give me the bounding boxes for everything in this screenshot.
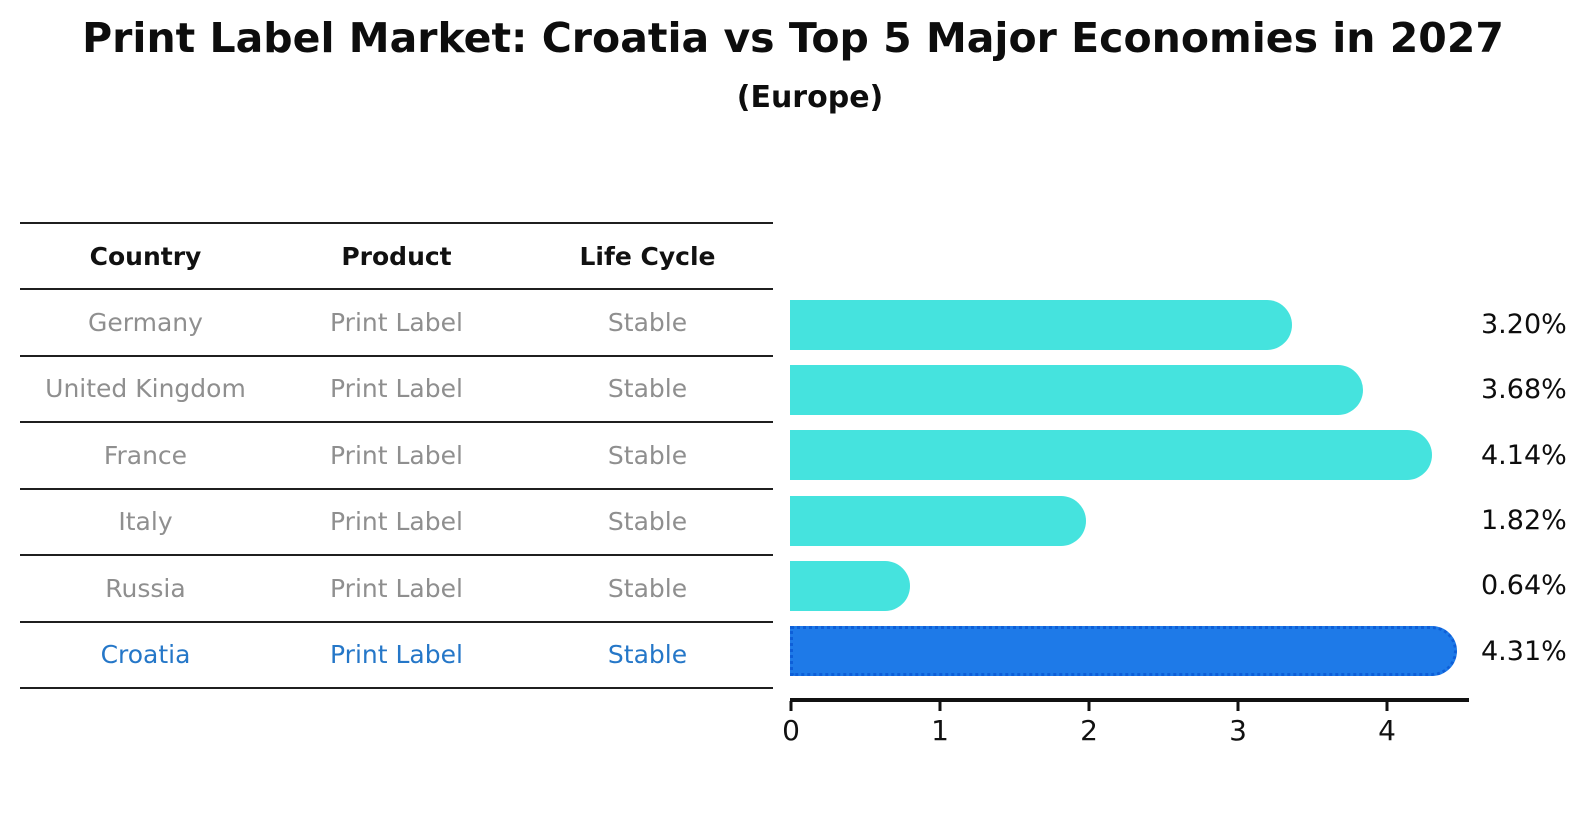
country-cell: France bbox=[103, 440, 188, 470]
table-row: France Print Label Stable bbox=[20, 423, 773, 490]
table-row: Italy Print Label Stable bbox=[20, 490, 773, 556]
page-title: Print Label Market: Croatia vs Top 5 Maj… bbox=[82, 14, 1504, 62]
country-cell: United Kingdom bbox=[45, 374, 246, 404]
bar-value-label: 3.20% bbox=[1481, 309, 1567, 340]
x-tick bbox=[789, 701, 793, 711]
country-table: Country Product Life Cycle Germany Print… bbox=[20, 222, 773, 689]
chart-bar bbox=[790, 560, 911, 611]
life-cycle-cell: Stable bbox=[607, 374, 688, 404]
table-row: Croatia Print Label Stable bbox=[20, 623, 773, 689]
x-tick bbox=[1087, 701, 1091, 711]
x-tick-label: 0 bbox=[782, 714, 800, 747]
bar-value-label: 0.64% bbox=[1481, 570, 1567, 602]
product-cell: Print Label bbox=[330, 573, 463, 603]
x-tick-label: 4 bbox=[1378, 714, 1396, 747]
product-cell: Print Label bbox=[330, 640, 463, 670]
bar-value-label: 4.31% bbox=[1481, 635, 1567, 667]
table-row: Germany Print Label Stable bbox=[20, 290, 773, 357]
chart-bar bbox=[790, 299, 1292, 350]
chart-bar bbox=[790, 364, 1364, 415]
x-tick bbox=[1385, 701, 1389, 711]
chart-bar bbox=[790, 495, 1087, 546]
country-cell: Russia bbox=[105, 573, 186, 603]
life-cycle-cell: Stable bbox=[607, 507, 688, 537]
country-cell: Croatia bbox=[100, 640, 191, 670]
product-cell: Print Label bbox=[330, 307, 463, 337]
country-cell: Italy bbox=[118, 507, 173, 537]
x-tick bbox=[1236, 701, 1240, 711]
column-header-country: Country bbox=[89, 241, 202, 271]
life-cycle-cell: Stable bbox=[607, 640, 688, 670]
country-cell: Germany bbox=[88, 307, 203, 337]
table-row: Russia Print Label Stable bbox=[20, 556, 773, 623]
page-subtitle: (Europe) bbox=[736, 80, 884, 115]
x-tick-label: 2 bbox=[1080, 714, 1098, 747]
life-cycle-cell: Stable bbox=[607, 307, 688, 337]
table-header-row: Country Product Life Cycle bbox=[20, 224, 773, 290]
product-cell: Print Label bbox=[330, 374, 463, 404]
life-cycle-cell: Stable bbox=[607, 440, 688, 470]
x-tick bbox=[938, 701, 942, 711]
life-cycle-cell: Stable bbox=[607, 573, 688, 603]
x-axis-line bbox=[790, 698, 1469, 702]
product-cell: Print Label bbox=[330, 507, 463, 537]
bar-value-label: 1.82% bbox=[1481, 505, 1567, 537]
column-header-life-cycle: Life Cycle bbox=[579, 241, 716, 271]
column-header-product: Product bbox=[341, 241, 452, 271]
chart-bar bbox=[790, 430, 1432, 481]
table-row: United Kingdom Print Label Stable bbox=[20, 357, 773, 423]
x-tick-label: 3 bbox=[1229, 714, 1247, 747]
chart-bar bbox=[790, 626, 1458, 677]
product-cell: Print Label bbox=[330, 440, 463, 470]
bar-value-label: 3.68% bbox=[1481, 374, 1567, 406]
bar-value-label: 4.14% bbox=[1481, 439, 1567, 471]
x-tick-label: 1 bbox=[931, 714, 949, 747]
